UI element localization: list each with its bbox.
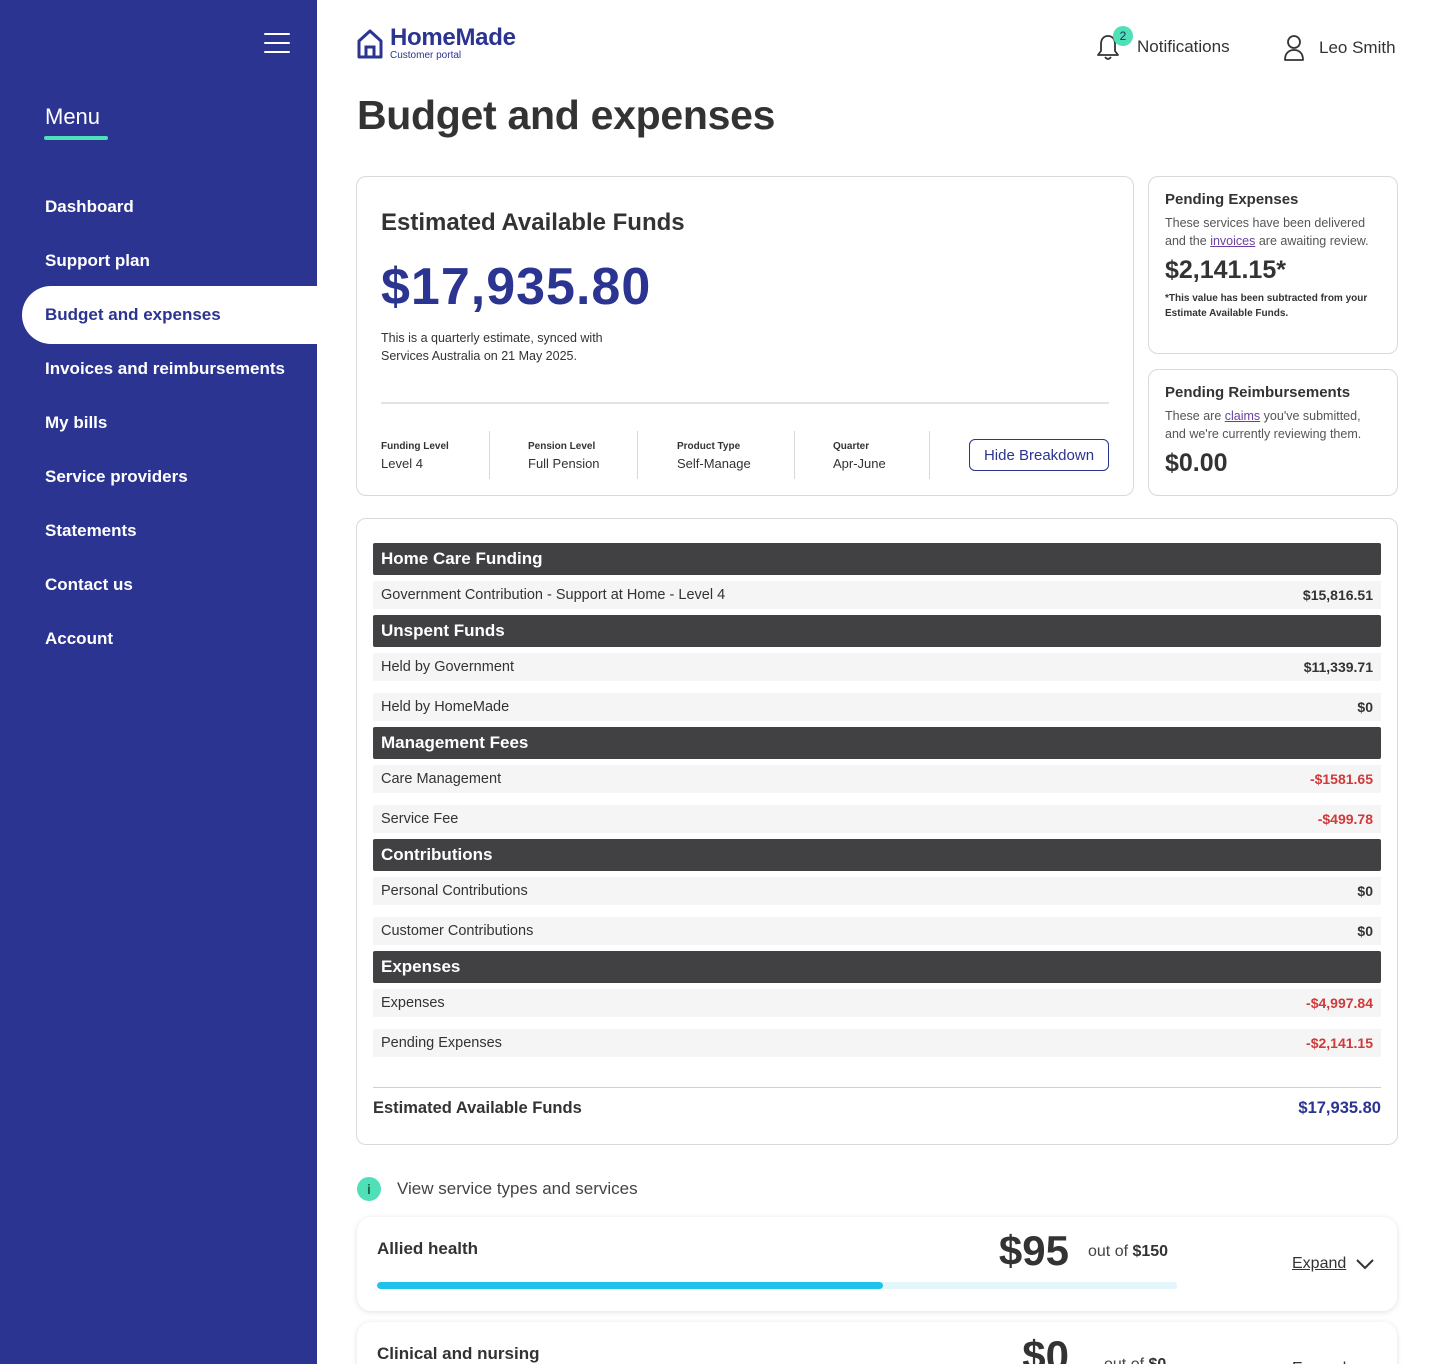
sidebar-item-statements[interactable]: Statements — [45, 521, 137, 540]
table-row: Held by Government $11,339.71 — [373, 653, 1381, 681]
service-progress-fill — [377, 1282, 884, 1289]
sidebar-item-support-plan[interactable]: Support plan — [45, 251, 150, 270]
meta-label: Quarter — [833, 441, 870, 452]
breakdown-total-row: Estimated Available Funds $17,935.80 — [373, 1099, 1381, 1118]
notifications-label: Notifications — [1137, 37, 1230, 56]
sidebar-nav: Dashboard Support plan Budget and expens… — [0, 180, 317, 666]
pending-reimbursements-title: Pending Reimbursements — [1165, 384, 1351, 401]
total-label: Estimated Available Funds — [373, 1099, 582, 1117]
service-progress-bar — [377, 1282, 1177, 1289]
section-header-home-care-funding: Home Care Funding — [373, 543, 1381, 575]
pending-expenses-card: Pending Expenses These services have bee… — [1148, 176, 1398, 354]
table-row: Pending Expenses -$2,141.15 — [373, 1029, 1381, 1057]
hamburger-menu-icon[interactable] — [264, 33, 290, 53]
section-header-management-fees: Management Fees — [373, 727, 1381, 759]
chevron-down-icon — [1356, 1259, 1374, 1270]
sidebar-item-invoices-and-reimbursements[interactable]: Invoices and reimbursements — [45, 359, 285, 378]
sidebar-item-my-bills[interactable]: My bills — [45, 413, 108, 432]
funds-amount: $17,935.80 — [381, 258, 652, 316]
table-row: Care Management -$1581.65 — [373, 765, 1381, 793]
meta-divider — [637, 431, 638, 479]
expand-button[interactable]: Expand — [1292, 1255, 1374, 1273]
invoices-link[interactable]: invoices — [1210, 234, 1256, 248]
pending-expenses-amount: $2,141.15* — [1165, 256, 1286, 284]
view-service-types-link[interactable]: i View service types and services — [357, 1177, 638, 1201]
pending-expenses-title: Pending Expenses — [1165, 191, 1299, 208]
table-row: Held by HomeMade $0 — [373, 693, 1381, 721]
expand-button[interactable]: Expand — [1292, 1360, 1374, 1364]
service-card-allied-health: Allied health $95 out of $150 Expand — [357, 1217, 1397, 1311]
notifications-button[interactable]: 2 Notifications — [1096, 26, 1230, 62]
meta-product-type: Product Type Self-Manage — [677, 441, 751, 471]
meta-divider — [929, 431, 930, 479]
funds-divider — [381, 402, 1109, 404]
meta-label: Pension Level — [528, 441, 596, 452]
hide-breakdown-button[interactable]: Hide Breakdown — [969, 439, 1109, 471]
meta-label: Funding Level — [381, 441, 449, 452]
logo-title: HomeMade — [390, 24, 516, 51]
meta-value: Apr-June — [833, 456, 886, 471]
meta-value: Full Pension — [528, 456, 600, 471]
funds-breakdown-card: Home Care Funding Government Contributio… — [356, 518, 1398, 1145]
bell-icon: 2 — [1096, 26, 1133, 62]
meta-pension-level: Pension Level Full Pension — [528, 441, 600, 471]
meta-label: Product Type — [677, 441, 741, 452]
pending-expenses-description: These services have been delivered and t… — [1165, 216, 1369, 248]
table-row: Expenses -$4,997.84 — [373, 989, 1381, 1017]
meta-divider — [489, 431, 490, 479]
service-spent-amount: $95 — [998, 1227, 1069, 1274]
total-value: $17,935.80 — [1298, 1099, 1381, 1117]
notifications-count-badge: 2 — [1113, 26, 1133, 46]
table-row: Customer Contributions $0 — [373, 917, 1381, 945]
meta-funding-level: Funding Level Level 4 — [381, 441, 449, 471]
service-card-clinical-and-nursing: Clinical and nursing $0 out of $0 Expand — [357, 1322, 1397, 1364]
section-header-expenses: Expenses — [373, 951, 1381, 983]
section-header-unspent-funds: Unspent Funds — [373, 615, 1381, 647]
estimated-funds-card: Estimated Available Funds $17,935.80 Thi… — [356, 176, 1134, 496]
page-title: Budget and expenses — [357, 92, 776, 138]
pending-expenses-footnote: *This value has been subtracted from you… — [1165, 293, 1368, 319]
claims-link[interactable]: claims — [1224, 409, 1261, 423]
service-name: Allied health — [377, 1239, 479, 1258]
service-name: Clinical and nursing — [377, 1344, 540, 1363]
service-budget: out of $150 — [1088, 1243, 1169, 1260]
service-budget: out of $0 — [1104, 1356, 1166, 1364]
sidebar-item-service-providers[interactable]: Service providers — [45, 467, 188, 486]
sidebar: Menu Dashboard Support plan Budget and e… — [0, 0, 317, 1364]
sidebar-item-account[interactable]: Account — [45, 629, 113, 648]
meta-value: Level 4 — [381, 456, 423, 471]
meta-quarter: Quarter Apr-June — [833, 441, 886, 471]
user-menu[interactable]: Leo Smith — [1283, 34, 1396, 62]
sidebar-item-dashboard[interactable]: Dashboard — [45, 197, 134, 216]
user-name: Leo Smith — [1319, 38, 1396, 57]
house-logo-icon — [357, 29, 383, 58]
table-row: Personal Contributions $0 — [373, 877, 1381, 905]
total-divider — [373, 1087, 1381, 1088]
homemade-logo[interactable]: HomeMade Customer portal — [356, 26, 516, 61]
view-service-types-label: View service types and services — [397, 1179, 638, 1198]
pending-reimbursements-card: Pending Reimbursements These are claims … — [1148, 369, 1398, 496]
sidebar-item-contact-us[interactable]: Contact us — [45, 575, 133, 594]
meta-divider — [794, 431, 795, 479]
table-row: Government Contribution - Support at Hom… — [373, 581, 1381, 609]
user-icon — [1284, 35, 1304, 61]
menu-underline — [44, 136, 108, 140]
logo-subtitle: Customer portal — [390, 50, 462, 61]
pending-reimbursements-amount: $0.00 — [1165, 449, 1228, 477]
menu-heading: Menu — [45, 104, 101, 129]
meta-value: Self-Manage — [677, 456, 751, 471]
pending-reimbursements-description: These are claims you've submitted, and w… — [1165, 409, 1362, 441]
funds-heading: Estimated Available Funds — [381, 209, 685, 236]
section-header-contributions: Contributions — [373, 839, 1381, 871]
sidebar-item-budget-and-expenses[interactable]: Budget and expenses — [22, 286, 317, 344]
info-icon: i — [357, 1177, 381, 1201]
table-row: Service Fee -$499.78 — [373, 805, 1381, 833]
funds-note: This is a quarterly estimate, synced wit… — [381, 331, 603, 363]
service-spent-amount: $0 — [1022, 1332, 1069, 1364]
